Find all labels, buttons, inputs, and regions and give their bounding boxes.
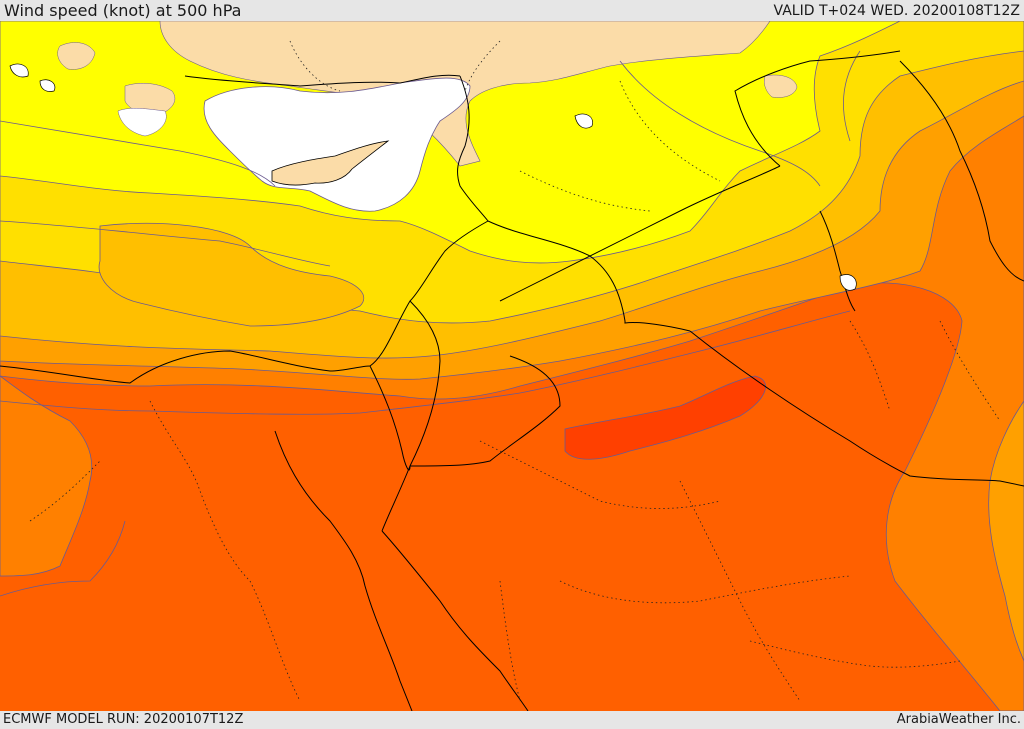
contour-lines: [0, 50, 861, 597]
credit-text: ArabiaWeather Inc.: [896, 712, 1021, 727]
cyprus-island: [271, 140, 390, 186]
land-patch-2: [57, 42, 96, 70]
internal-boundaries: [29, 40, 1001, 702]
wind-speed-map[interactable]: [0, 21, 1024, 711]
map-title: Wind speed (knot) at 500 hPa: [4, 1, 242, 20]
footer-bar: ECMWF MODEL RUN: 20200107T12Z ArabiaWeat…: [0, 711, 1024, 729]
land-patch-4: [764, 74, 798, 98]
wind-min-area: [203, 77, 471, 212]
model-run: ECMWF MODEL RUN: 20200107T12Z: [3, 712, 244, 727]
header-bar: Wind speed (knot) at 500 hPa VALID T+024…: [0, 0, 1024, 21]
band-orange-west: [0, 375, 93, 577]
land-patch-3: [117, 108, 167, 137]
amber-tongue: [98, 222, 365, 327]
wind-max-core: [564, 375, 766, 460]
valid-time: VALID T+024 WED. 20200108T12Z: [773, 3, 1020, 19]
islands: [9, 63, 857, 291]
country-borders: [0, 50, 1024, 711]
